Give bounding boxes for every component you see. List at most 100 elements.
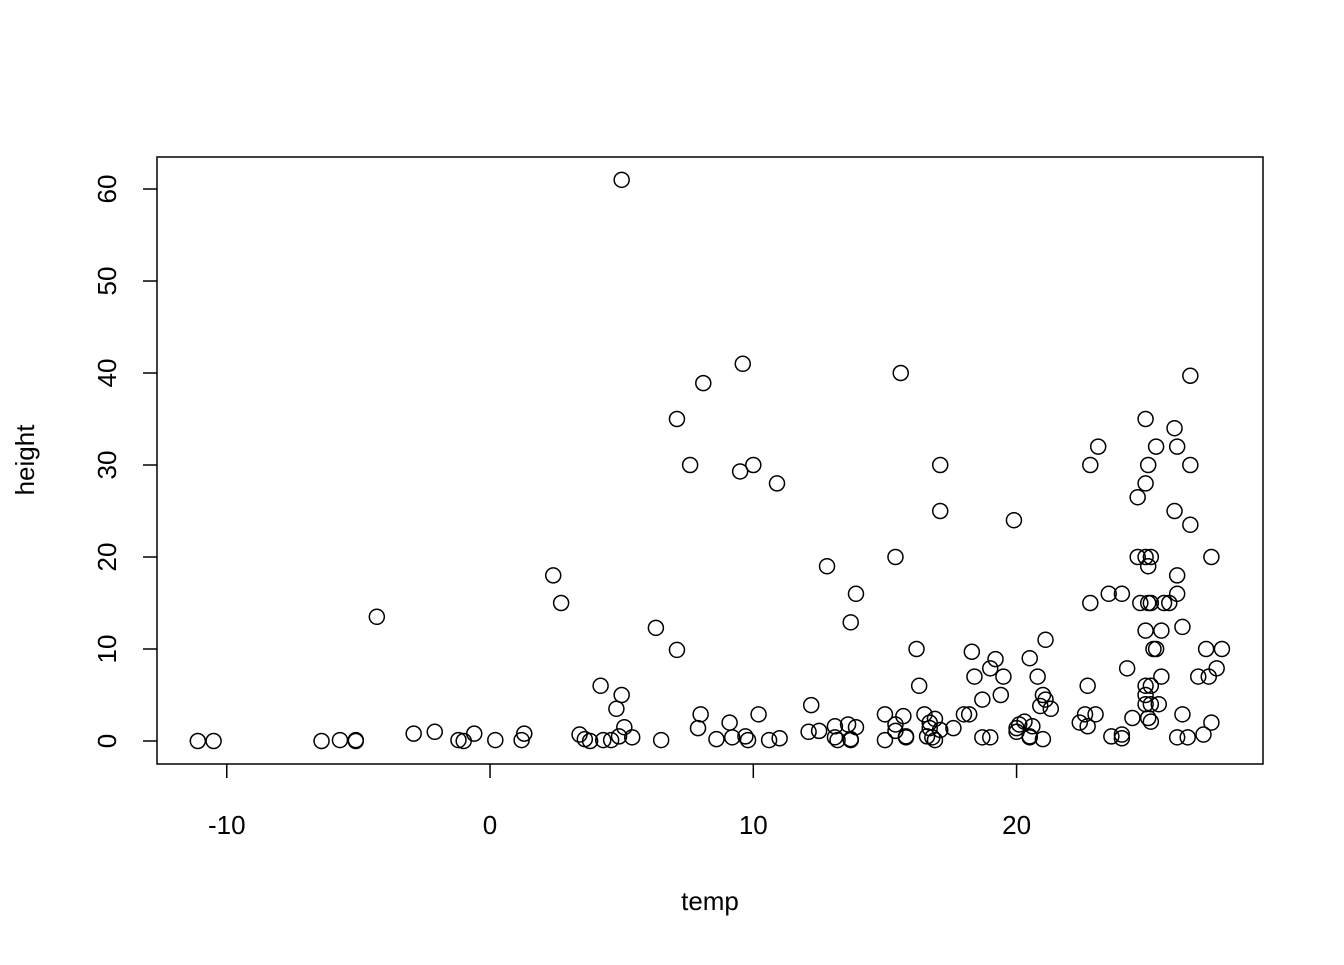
point [818,557,836,575]
point [450,731,467,749]
point [1129,548,1146,566]
point [810,722,828,740]
point [1142,677,1160,695]
point [963,643,981,661]
point [926,710,944,728]
point [926,731,944,749]
point [1034,686,1052,704]
point [987,650,1004,668]
point [313,732,330,750]
point [892,364,909,382]
point [347,732,365,750]
point [1168,729,1186,746]
point [1155,594,1173,612]
point [516,725,533,742]
point [955,706,973,723]
point [931,456,949,474]
point [1195,726,1212,743]
point [960,706,978,723]
point [1132,594,1149,612]
point [1142,548,1160,566]
point [1032,697,1049,715]
point [1113,585,1131,603]
point [847,718,865,736]
point [982,660,999,677]
point [1113,729,1131,747]
point [723,729,741,746]
point [1137,410,1154,428]
point [1203,714,1220,731]
point [552,594,570,612]
point [1005,511,1023,529]
point [1100,585,1117,603]
point [1079,677,1096,695]
point [1103,728,1120,745]
point [842,614,859,631]
point [1137,677,1154,695]
point [802,696,820,714]
point [1034,730,1052,748]
point [668,410,686,428]
point [592,677,609,695]
point [897,729,915,746]
y-tick-label: 0 [92,734,122,748]
point [1166,502,1183,520]
point [1174,706,1191,723]
point [1076,706,1094,723]
point [668,641,686,659]
point [1029,668,1046,685]
point [847,585,865,603]
point [1079,718,1096,735]
point [189,732,207,750]
point [1213,640,1231,658]
point [1182,367,1199,385]
point [613,686,630,704]
point [1042,700,1060,718]
point [992,686,1010,704]
point [982,729,999,746]
plot-frame [156,156,1264,765]
point [487,731,504,749]
point [689,719,707,737]
point [1168,585,1186,603]
point [1208,660,1225,677]
point [681,456,699,474]
x-axis-label: temp [681,886,739,916]
point [1189,668,1207,685]
point [405,725,422,742]
point [1182,516,1199,534]
point [613,171,630,189]
point [1142,695,1160,713]
point [876,731,894,749]
point [616,718,633,736]
y-tick-label: 60 [92,175,122,204]
point [974,691,991,708]
point [1124,709,1141,727]
point [995,668,1012,685]
point [368,608,386,626]
point [737,728,754,745]
point [594,731,612,749]
point [895,707,912,725]
point [623,729,641,746]
point [708,730,725,748]
point [608,700,625,718]
point [652,731,670,749]
point [910,677,928,695]
point [931,721,949,739]
point [931,502,949,520]
point [739,731,757,749]
point [426,723,444,741]
point [1137,475,1154,492]
point [1153,668,1170,685]
point [1037,691,1054,708]
y-tick-label: 20 [92,543,122,572]
point [887,548,904,566]
point [1137,622,1154,639]
point [1137,548,1154,566]
point [1166,419,1183,437]
point [1129,488,1146,506]
point [768,475,786,492]
point [205,732,222,750]
